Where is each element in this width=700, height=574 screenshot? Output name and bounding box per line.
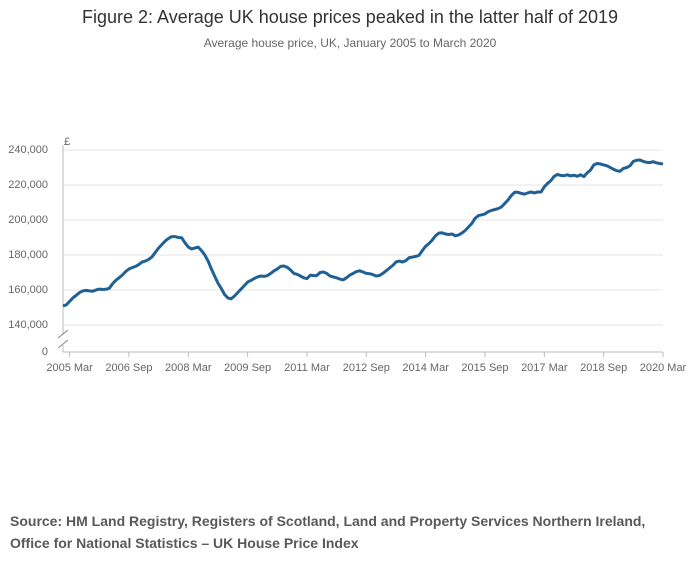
- y-tick-label: 0: [42, 346, 48, 358]
- y-tick-label: 160,000: [8, 284, 48, 296]
- x-tick-label: 2018 Sep: [580, 362, 627, 374]
- chart-title: Figure 2: Average UK house prices peaked…: [82, 7, 618, 27]
- y-unit: £: [64, 136, 70, 148]
- source-note: Source: HM Land Registry, Registers of S…: [10, 513, 646, 551]
- chart: Figure 2: Average UK house prices peaked…: [8, 7, 687, 374]
- x-tick-label: 2005 Mar: [46, 362, 93, 374]
- line-series: [62, 158, 664, 308]
- axis-break: [57, 329, 69, 339]
- x-tick-label: 2009 Sep: [224, 362, 271, 374]
- x-tick-label: 2020 Mar: [640, 362, 687, 374]
- y-tick-label: 220,000: [8, 179, 48, 191]
- y-tick-label: 180,000: [8, 249, 48, 261]
- x-tick-label: 2014 Mar: [402, 362, 449, 374]
- x-tick-label: 2017 Mar: [521, 362, 568, 374]
- x-tick-label: 2008 Mar: [165, 362, 212, 374]
- y-tick-label: 240,000: [8, 144, 48, 156]
- y-tick-label: 140,000: [8, 319, 48, 331]
- chart-subtitle: Average house price, UK, January 2005 to…: [204, 36, 497, 50]
- axis-break: [57, 339, 69, 349]
- x-tick-label: 2015 Sep: [461, 362, 508, 374]
- x-tick-label: 2011 Mar: [284, 362, 330, 374]
- x-tick-label: 2012 Sep: [343, 362, 390, 374]
- x-tick-label: 2006 Sep: [105, 362, 152, 374]
- y-tick-label: 200,000: [8, 214, 48, 226]
